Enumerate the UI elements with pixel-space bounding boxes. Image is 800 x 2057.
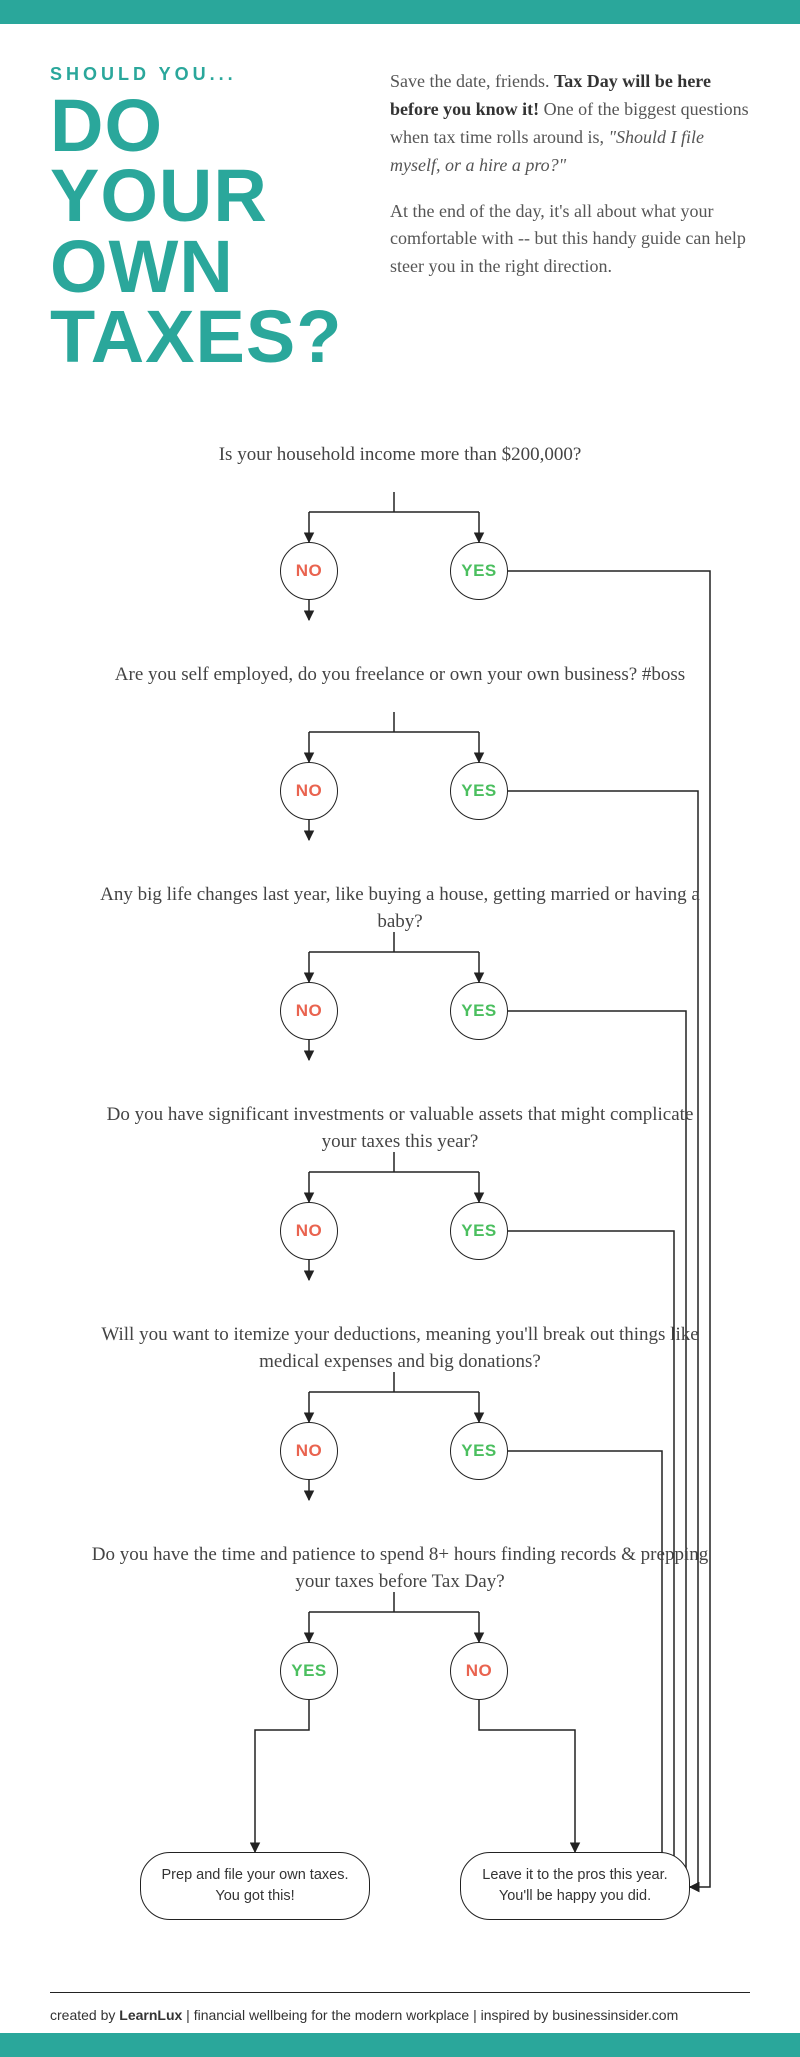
flow-question: Are you self employed, do you freelance … <box>90 662 710 689</box>
flowchart: Is your household income more than $200,… <box>50 442 750 1962</box>
flow-end-diy: Prep and file your own taxes. You got th… <box>140 1852 370 1920</box>
flow-node-no: NO <box>450 1642 508 1700</box>
flow-node-yes: YES <box>280 1642 338 1700</box>
header: SHOULD YOU... DO YOUR OWN TAXES? Save th… <box>50 64 750 372</box>
flow-question: Is your household income more than $200,… <box>90 442 710 469</box>
flow-question: Any big life changes last year, like buy… <box>90 882 710 935</box>
flow-node-yes: YES <box>450 542 508 600</box>
flow-node-yes: YES <box>450 1422 508 1480</box>
main-title: DO YOUR OWN TAXES? <box>50 91 350 372</box>
flow-question: Do you have the time and patience to spe… <box>90 1542 710 1595</box>
flow-node-no: NO <box>280 982 338 1040</box>
footer: created by LearnLux | financial wellbein… <box>50 1992 750 2033</box>
title-block: SHOULD YOU... DO YOUR OWN TAXES? <box>50 64 350 372</box>
footer-text: created by LearnLux | financial wellbein… <box>50 2007 678 2023</box>
page-content: SHOULD YOU... DO YOUR OWN TAXES? Save th… <box>0 24 800 1982</box>
flow-node-yes: YES <box>450 982 508 1040</box>
flow-node-yes: YES <box>450 762 508 820</box>
flow-question: Will you want to itemize your deductions… <box>90 1322 710 1375</box>
intro-paragraph-2: At the end of the day, it's all about wh… <box>390 198 750 282</box>
flow-node-no: NO <box>280 762 338 820</box>
flow-node-no: NO <box>280 1422 338 1480</box>
flow-end-pro: Leave it to the pros this year. You'll b… <box>460 1852 690 1920</box>
bottom-accent-bar <box>0 2033 800 2057</box>
flow-node-no: NO <box>280 1202 338 1260</box>
flow-node-yes: YES <box>450 1202 508 1260</box>
intro-paragraph-1: Save the date, friends. Tax Day will be … <box>390 68 750 180</box>
top-accent-bar <box>0 0 800 24</box>
kicker: SHOULD YOU... <box>50 64 350 85</box>
flow-question: Do you have significant investments or v… <box>90 1102 710 1155</box>
flow-node-no: NO <box>280 542 338 600</box>
intro-text: Save the date, friends. Tax Day will be … <box>390 64 750 372</box>
